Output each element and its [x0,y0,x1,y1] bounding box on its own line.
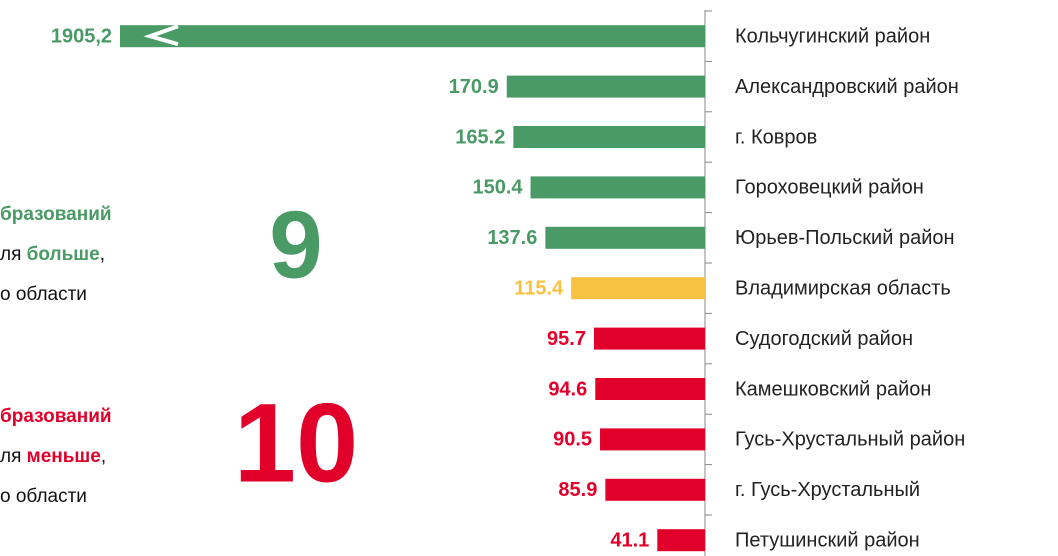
category-label: Гороховецкий район [735,177,924,199]
value-label: 115.4 [514,277,564,299]
note-line: о области [0,486,87,507]
value-label: 90.5 [553,429,592,451]
note-segment: бразований [0,204,112,225]
count: 9 [269,191,322,298]
bar [513,126,705,148]
bar [120,25,705,48]
note-segment: бразований [0,406,112,427]
value-label: 170.9 [449,76,499,98]
bar [545,226,705,249]
note-segment: , [101,446,106,467]
note-segment: , [100,244,105,265]
value-label: 95.7 [547,328,586,350]
bar [593,327,705,350]
category-label: Кольчугинский район [735,25,930,47]
note-segment: о области [0,284,87,305]
category-label: Владимирская область [735,277,951,299]
bar [506,75,705,98]
bar [600,428,705,451]
value-label: 41.1 [610,529,649,551]
bar [530,176,705,199]
note-segment: о области [0,486,87,507]
axis-break [143,24,179,47]
note-segment: больше [27,244,100,265]
note-line: бразований [0,204,112,225]
note-line: бразований [0,406,112,427]
note-segment: ля [0,446,27,467]
value-label: 1905,2 [51,25,112,47]
category-label: Судогодский район [735,328,913,350]
category-label: Гусь-Хрустальный район [735,429,965,451]
value-label: 94.6 [548,378,587,400]
value-label: 150.4 [472,177,523,199]
value-label: 165.2 [455,126,505,148]
bar [571,277,705,300]
bar [605,478,705,501]
category-label: Юрьев-Польский район [735,227,955,249]
category-label: Александровский район [735,76,959,98]
value-label: 85.9 [558,479,597,501]
note-segment: ля [0,244,27,265]
note-line: ля больше, [0,244,105,265]
note-line: ля меньше, [0,446,106,467]
category-label: г. Гусь-Хрустальный [735,479,920,501]
bar [657,529,705,552]
note-segment: меньше [27,446,101,467]
category-label: Камешковский район [735,378,931,400]
bar [595,378,705,400]
count: 10 [234,381,359,506]
category-label: г. Ковров [735,126,817,148]
value-label: 137.6 [487,227,537,249]
category-label: Петушинский район [735,529,920,551]
note-line: о области [0,284,87,305]
